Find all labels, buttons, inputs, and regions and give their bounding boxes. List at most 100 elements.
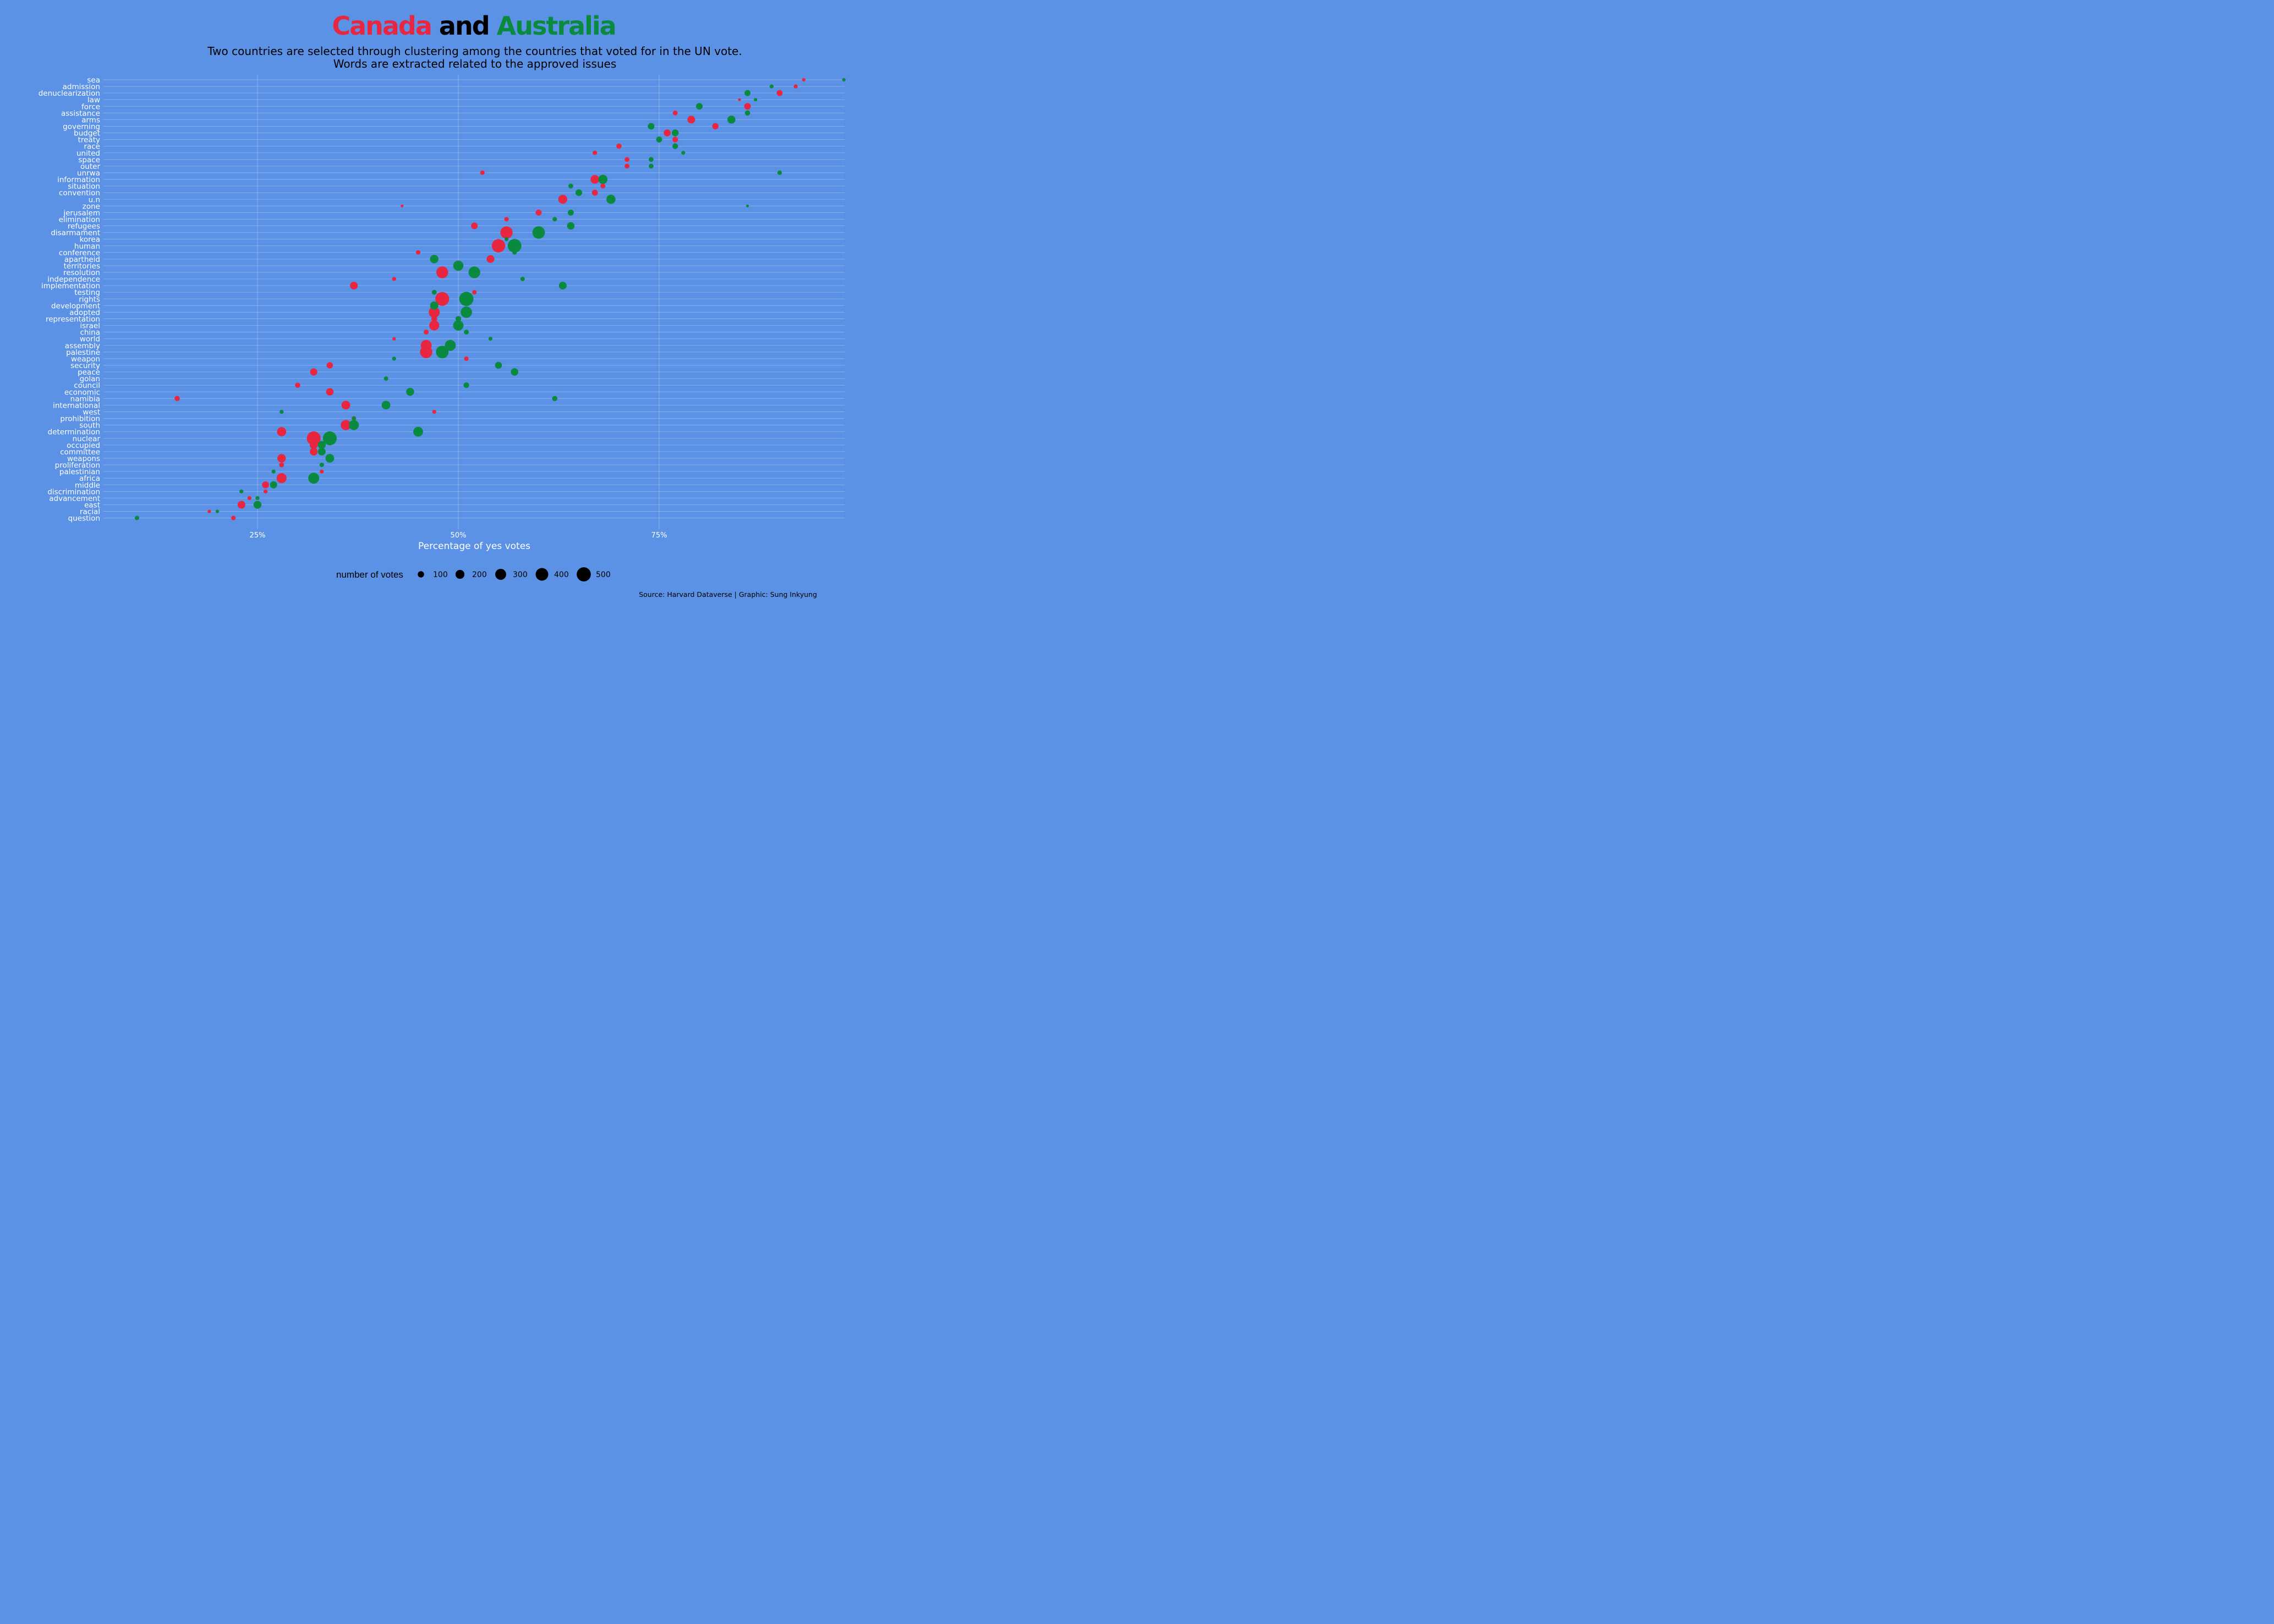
data-point-canada	[326, 388, 334, 396]
data-point-canada	[277, 427, 287, 437]
y-tick-label: treaty	[78, 136, 100, 145]
y-tick-label: prohibition	[60, 415, 100, 424]
data-point-canada	[432, 409, 436, 414]
data-point-australia	[468, 266, 480, 278]
y-tick-label: question	[68, 514, 100, 523]
data-point-canada	[415, 250, 421, 255]
data-point-australia	[552, 217, 557, 222]
data-point-canada	[326, 362, 333, 369]
data-point-canada	[309, 441, 318, 449]
y-tick-label: advancement	[49, 494, 100, 503]
y-tick-label: elimination	[59, 215, 100, 224]
y-tick-label: race	[84, 142, 100, 151]
data-point-canada	[392, 277, 396, 281]
data-point-canada	[712, 123, 719, 130]
data-point-australia	[459, 292, 474, 306]
y-tick-label: racial	[80, 508, 100, 517]
data-point-canada	[429, 306, 440, 318]
data-point-canada	[624, 157, 630, 162]
data-point-australia	[325, 454, 335, 463]
y-tick-label: implementation	[41, 282, 100, 290]
data-point-canada	[738, 98, 741, 101]
data-point-australia	[746, 204, 749, 207]
legend-title: number of votes	[336, 569, 403, 580]
data-point-australia	[461, 306, 472, 318]
data-point-australia	[383, 376, 388, 381]
data-point-australia	[488, 337, 493, 341]
data-point-australia	[453, 260, 464, 271]
subtitle-line2: Words are extracted related to the appro…	[333, 57, 617, 70]
y-tick-label: testing	[74, 288, 100, 297]
legend-key-circle	[535, 568, 549, 581]
data-point-canada	[341, 400, 350, 410]
data-point-australia	[308, 473, 320, 484]
y-tick-label: adopted	[69, 308, 100, 317]
data-point-australia	[727, 116, 736, 124]
data-point-canada	[593, 150, 598, 155]
chart-subtitle: Two countries are selected through clust…	[0, 45, 950, 70]
y-tick-label: international	[53, 401, 100, 410]
data-point-canada	[500, 226, 513, 239]
data-point-canada	[310, 368, 317, 376]
y-tick-label: proliferation	[55, 461, 100, 470]
data-point-canada	[591, 189, 598, 196]
data-point-canada	[600, 183, 606, 189]
data-point-canada	[429, 320, 440, 331]
data-point-canada	[672, 136, 678, 142]
data-point-canada	[504, 217, 509, 222]
x-tick-label: 75%	[651, 531, 667, 540]
data-point-australia	[552, 396, 558, 402]
y-tick-label: weapons	[67, 454, 100, 463]
data-point-canada	[277, 454, 286, 463]
y-tick-label: sea	[87, 76, 100, 85]
legend-key-label: 100	[433, 570, 448, 579]
data-point-canada	[237, 501, 245, 509]
y-tick-label: jerusalem	[63, 209, 100, 217]
title-country1: Canada	[332, 11, 432, 41]
data-point-canada	[320, 469, 324, 474]
data-point-australia	[769, 84, 774, 89]
data-point-canada	[436, 266, 448, 278]
x-tick-label: 50%	[451, 531, 467, 540]
data-point-australia	[352, 416, 356, 421]
y-tick-label: united	[76, 149, 100, 158]
data-point-australia	[495, 361, 502, 369]
data-point-australia	[754, 98, 758, 102]
data-point-australia	[532, 226, 545, 239]
legend-key-label: 200	[472, 570, 487, 579]
data-point-canada	[392, 337, 396, 341]
data-point-australia	[842, 78, 846, 82]
data-point-australia	[681, 151, 686, 155]
chart-title: Canada and Australia	[0, 11, 947, 41]
y-tick-label: east	[84, 501, 100, 509]
bubble-chart: 25% 50% 75% seaadmissiondenuclearizationlaw…	[39, 75, 846, 581]
data-point-australia	[319, 462, 324, 468]
y-tick-label: law	[87, 96, 100, 105]
data-point-australia	[349, 420, 359, 430]
data-point-canada	[664, 129, 671, 136]
data-point-australia	[777, 170, 782, 175]
data-point-australia	[445, 339, 456, 351]
y-tick-label: apartheid	[64, 255, 100, 264]
data-point-canada	[231, 515, 236, 520]
data-point-australia	[453, 320, 464, 331]
data-point-canada	[424, 330, 429, 335]
y-tick-label: namibia	[70, 394, 100, 403]
data-point-canada	[472, 290, 477, 295]
data-point-australia	[520, 277, 525, 282]
data-point-canada	[535, 209, 542, 216]
data-point-canada	[616, 143, 622, 149]
y-tick-label: refugees	[68, 222, 100, 231]
data-point-canada	[435, 292, 450, 306]
data-point-australia	[455, 316, 462, 322]
data-point-canada	[306, 431, 321, 446]
data-point-australia	[392, 356, 396, 361]
data-point-canada	[341, 420, 351, 430]
legend-key-label: 300	[513, 570, 528, 579]
data-point-canada	[480, 170, 485, 175]
data-point-australia	[317, 441, 326, 449]
y-tick-label: korea	[80, 235, 100, 244]
data-point-australia	[672, 143, 678, 149]
data-point-canada	[491, 239, 506, 253]
data-point-australia	[431, 289, 437, 295]
